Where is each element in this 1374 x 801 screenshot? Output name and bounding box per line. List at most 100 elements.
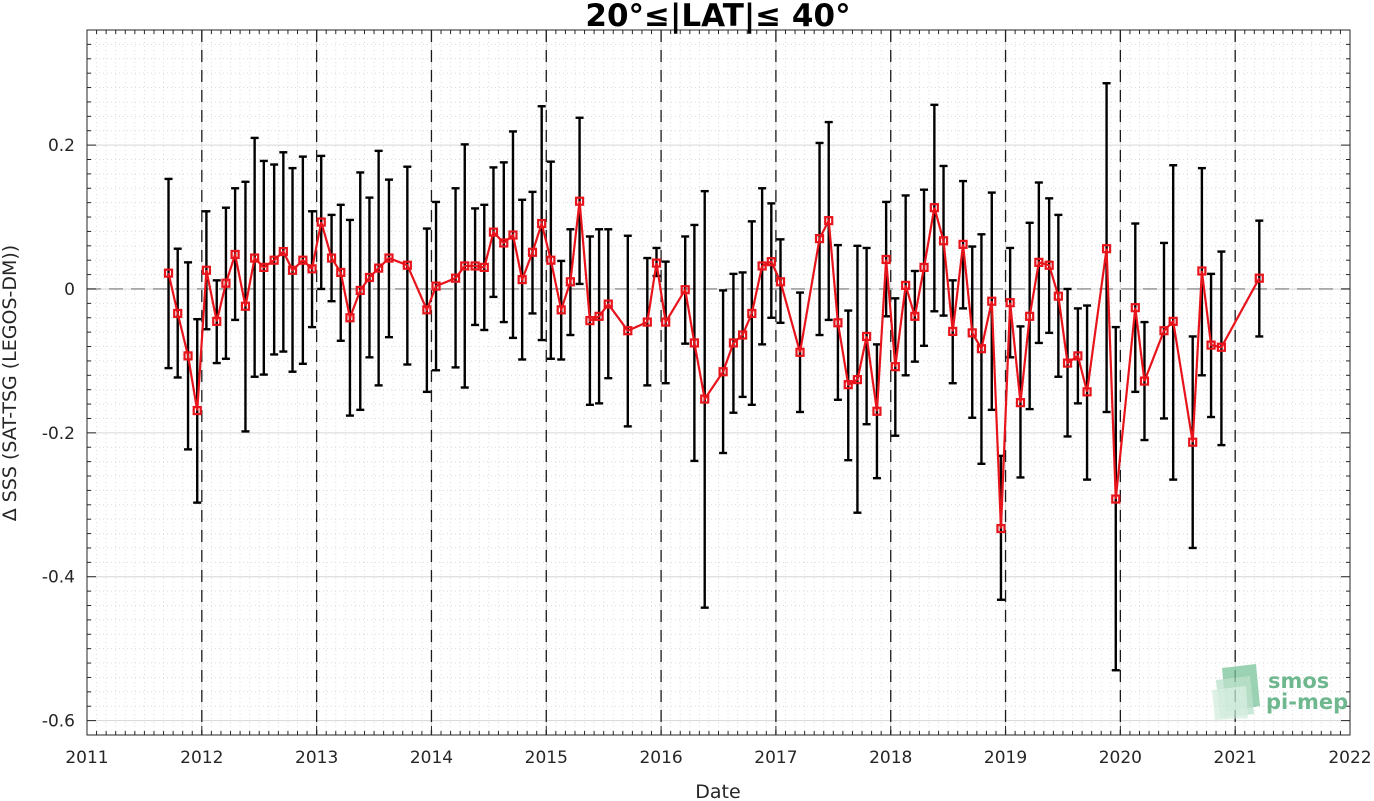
- data-point-marker: [1015, 398, 1026, 408]
- data-point-marker: [585, 316, 595, 326]
- data-point-marker: [700, 394, 710, 404]
- x-axis-label: Date: [695, 781, 740, 801]
- data-point-marker: [824, 216, 834, 226]
- x-tick-label: 2016: [639, 748, 682, 768]
- smos-logo-icon: [1212, 664, 1260, 720]
- data-point-marker: [938, 236, 949, 246]
- data-point-marker: [537, 218, 547, 229]
- data-markers: [163, 196, 1264, 534]
- data-point-marker: [259, 262, 269, 272]
- x-tick-label: 2012: [180, 748, 223, 768]
- data-point-marker: [163, 268, 174, 278]
- data-point-marker: [402, 260, 412, 270]
- y-axis-label: Δ SSS (SAT-TSG (LEGOS-DM)): [0, 245, 21, 521]
- data-point-marker: [565, 277, 575, 287]
- data-point-marker: [1254, 273, 1264, 283]
- data-point-marker: [594, 311, 604, 321]
- data-point-marker: [546, 255, 556, 265]
- data-point-marker: [374, 263, 384, 273]
- x-tick-labels: 2011 2012 2013 2014 2015 2016 2017 2018 2019 2020…: [65, 748, 1371, 768]
- data-point-marker: [278, 246, 288, 257]
- data-point-marker: [795, 347, 805, 357]
- data-point-marker: [1053, 291, 1063, 301]
- data-point-marker: [336, 267, 346, 278]
- data-point-marker: [230, 249, 240, 260]
- data-point-marker: [355, 285, 365, 296]
- data-point-marker: [661, 317, 671, 327]
- data-point-marker: [1062, 358, 1073, 368]
- data-point-marker: [929, 203, 939, 213]
- data-point-marker: [833, 318, 843, 328]
- data-point-marker: [919, 262, 929, 272]
- data-point-marker: [173, 308, 183, 319]
- data-point-marker: [1206, 340, 1216, 350]
- data-point-marker: [556, 305, 566, 315]
- data-point-marker: [345, 313, 355, 323]
- data-point-marker: [1197, 266, 1207, 276]
- data-point-marker: [642, 317, 652, 327]
- data-point-marker: [872, 406, 882, 416]
- data-point-marker: [479, 262, 489, 272]
- chart-title: 20°≤|LAT|≤ 40°: [585, 0, 850, 34]
- data-point-marker: [987, 296, 997, 306]
- data-point-marker: [221, 278, 231, 288]
- data-point-marker: [470, 261, 480, 271]
- axis-ticks: [86, 29, 1351, 736]
- data-point-marker: [843, 380, 853, 390]
- data-point-marker: [212, 316, 222, 326]
- year-dividers: [201, 30, 1236, 735]
- data-point-marker: [287, 265, 298, 275]
- x-tick-label: 2019: [984, 748, 1027, 768]
- data-point-marker: [862, 331, 872, 342]
- data-point-marker: [967, 328, 977, 338]
- data-point-marker: [460, 261, 470, 271]
- x-tick-label: 2021: [1214, 748, 1257, 768]
- y-tick-label: -0.4: [42, 568, 75, 588]
- logo-text-smos: smos: [1268, 669, 1329, 693]
- data-point-marker: [814, 234, 825, 244]
- data-point-marker: [326, 253, 337, 263]
- data-point-marker: [718, 367, 728, 377]
- data-point-marker: [1168, 316, 1178, 326]
- data-point-marker: [240, 301, 251, 311]
- data-point-marker: [384, 253, 394, 263]
- data-point-marker: [431, 281, 441, 291]
- data-point-marker: [1101, 244, 1112, 254]
- data-point-marker: [1034, 257, 1044, 267]
- data-point-marker: [527, 247, 538, 257]
- x-tick-label: 2013: [295, 748, 338, 768]
- data-point-marker: [488, 227, 499, 237]
- data-point-marker: [689, 338, 699, 348]
- data-point-marker: [250, 253, 260, 263]
- data-point-marker: [298, 255, 308, 265]
- series-line: [167, 201, 1261, 529]
- x-tick-label: 2011: [65, 748, 108, 768]
- data-point-marker: [996, 523, 1006, 534]
- data-point-marker: [910, 311, 920, 321]
- data-point-marker: [728, 338, 739, 348]
- data-point-marker: [307, 264, 317, 274]
- data-point-marker: [976, 344, 987, 354]
- data-point-marker: [852, 375, 863, 385]
- x-tick-label: 2015: [525, 748, 568, 768]
- data-point-marker: [1082, 387, 1092, 397]
- data-point-marker: [775, 277, 786, 287]
- data-point-marker: [1111, 494, 1121, 504]
- data-point-marker: [1139, 376, 1150, 386]
- x-tick-label: 2020: [1099, 748, 1142, 768]
- data-point-marker: [680, 285, 690, 295]
- data-point-marker: [450, 273, 461, 283]
- data-point-marker: [948, 326, 958, 337]
- data-point-marker: [1025, 311, 1035, 321]
- x-tick-label: 2014: [410, 748, 453, 768]
- data-point-marker: [1044, 260, 1054, 270]
- data-point-marker: [1159, 326, 1169, 336]
- data-point-marker: [183, 351, 193, 361]
- data-point-marker: [651, 258, 662, 268]
- y-tick-labels: -0.6 -0.4 -0.2 0 0.2: [42, 136, 75, 732]
- y-tick-label: -0.6: [42, 712, 75, 732]
- data-point-marker: [201, 265, 212, 275]
- data-point-marker: [517, 275, 527, 285]
- data-point-marker: [364, 272, 375, 283]
